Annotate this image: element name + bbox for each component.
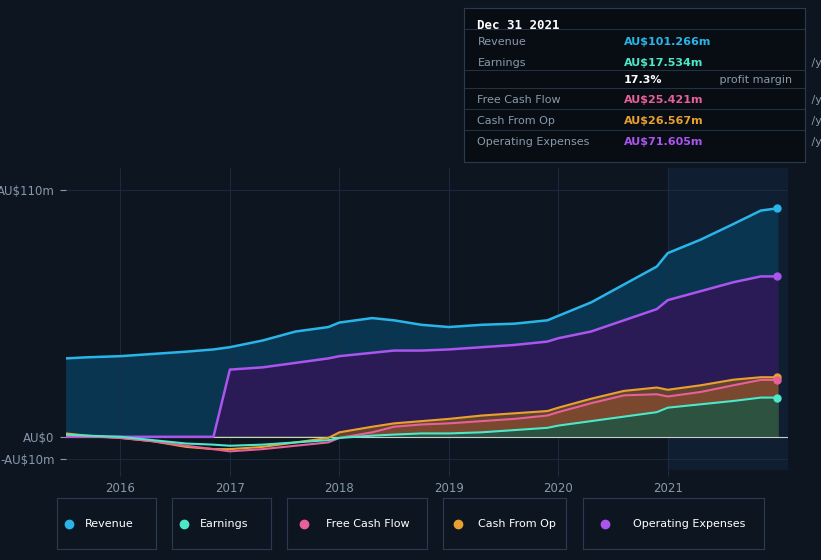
- Text: Free Cash Flow: Free Cash Flow: [478, 95, 561, 105]
- Text: Cash From Op: Cash From Op: [478, 116, 555, 126]
- Text: Dec 31 2021: Dec 31 2021: [478, 19, 560, 32]
- Text: Earnings: Earnings: [478, 58, 526, 68]
- Text: profit margin: profit margin: [716, 75, 792, 85]
- Text: /yr: /yr: [808, 58, 821, 68]
- Text: AU$17.534m: AU$17.534m: [624, 58, 704, 68]
- Text: AU$101.266m: AU$101.266m: [624, 38, 711, 47]
- Text: AU$25.421m: AU$25.421m: [624, 95, 704, 105]
- Text: /yr: /yr: [808, 95, 821, 105]
- Text: /yr: /yr: [808, 137, 821, 147]
- Text: Operating Expenses: Operating Expenses: [634, 519, 745, 529]
- Bar: [667, 168, 788, 470]
- Text: /yr: /yr: [808, 116, 821, 126]
- Text: Free Cash Flow: Free Cash Flow: [327, 519, 410, 529]
- Text: AU$26.567m: AU$26.567m: [624, 116, 704, 126]
- Text: Revenue: Revenue: [478, 38, 526, 47]
- Text: Cash From Op: Cash From Op: [478, 519, 556, 529]
- Text: Operating Expenses: Operating Expenses: [478, 137, 589, 147]
- Text: AU$71.605m: AU$71.605m: [624, 137, 704, 147]
- Text: Earnings: Earnings: [200, 519, 249, 529]
- Text: Revenue: Revenue: [85, 519, 134, 529]
- Text: 17.3%: 17.3%: [624, 75, 663, 85]
